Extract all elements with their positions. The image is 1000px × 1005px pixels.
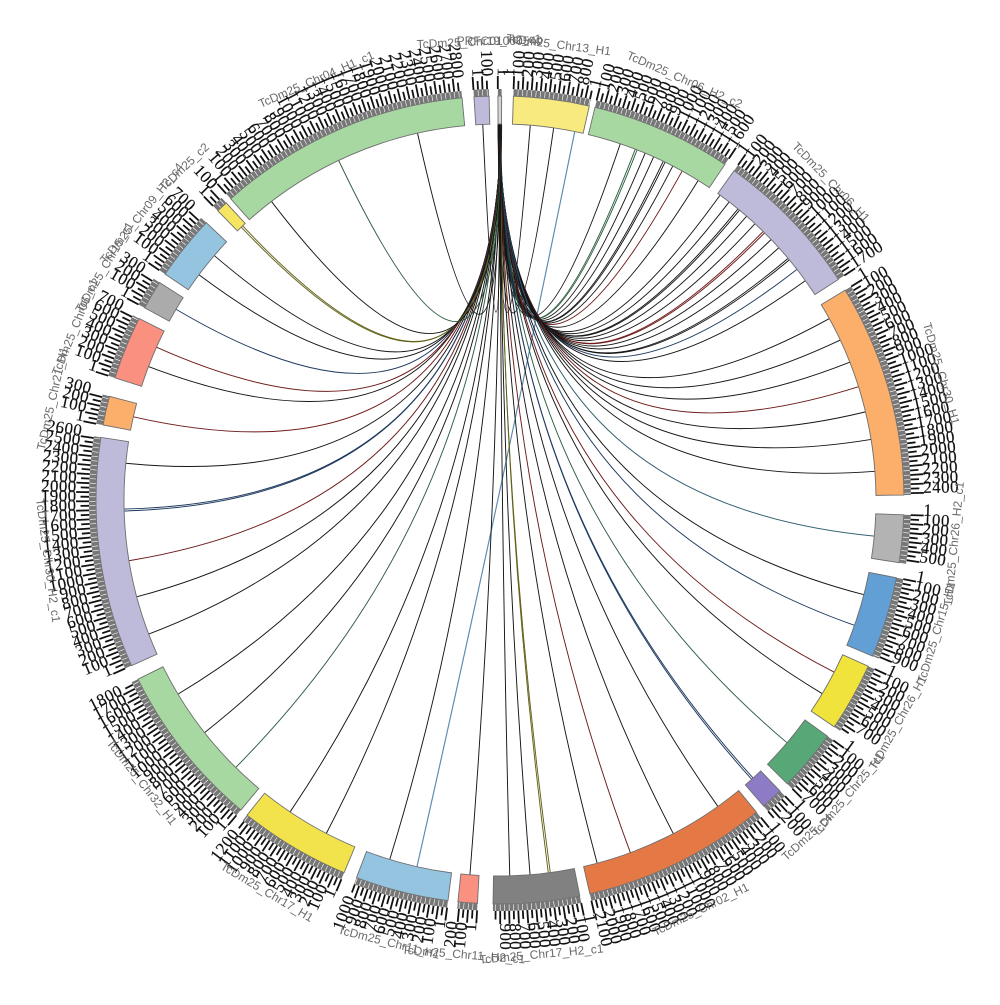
svg-text:900: 900 (496, 924, 515, 951)
svg-text:500: 500 (918, 547, 947, 570)
svg-text:100: 100 (477, 50, 497, 77)
